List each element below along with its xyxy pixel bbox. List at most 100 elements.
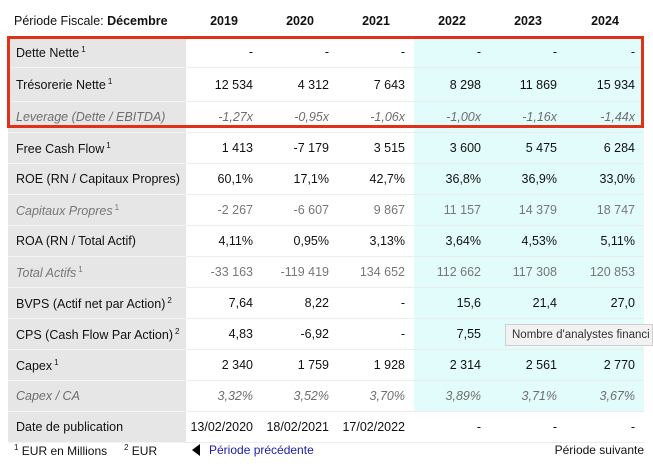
cell: -6 607 bbox=[262, 194, 338, 226]
cell: - bbox=[338, 36, 414, 68]
cell: 1 928 bbox=[338, 349, 414, 381]
row-label: ROA (RN / Total Actif) bbox=[8, 225, 186, 257]
period-header: Période Fiscale: Décembre bbox=[8, 6, 186, 37]
cell: - bbox=[414, 36, 490, 68]
row-capex-ca: Capex / CA 3,32% 3,52% 3,70% 3,89% 3,71%… bbox=[8, 380, 644, 412]
cell: -0,95x bbox=[262, 101, 338, 133]
cell: 12 534 bbox=[186, 67, 262, 102]
cell: 2 340 bbox=[186, 349, 262, 381]
cell: 2 314 bbox=[414, 349, 490, 381]
cell: 4 312 bbox=[262, 67, 338, 102]
footnote-2: 2 EUR bbox=[124, 443, 158, 458]
cell: 8,22 bbox=[262, 287, 338, 319]
year-header: 2023 bbox=[490, 6, 566, 37]
row-free-cash-flow: Free Cash Flow 1 1 413 -7 179 3 515 3 600… bbox=[8, 132, 644, 164]
row-label: CPS (Cash Flow Par Action) 2 bbox=[8, 318, 186, 350]
cell: 11 157 bbox=[414, 194, 490, 226]
left-arrow-icon bbox=[192, 444, 200, 456]
cell: 3,64% bbox=[414, 225, 490, 257]
cell: 3,67% bbox=[566, 380, 644, 412]
row-leverage: Leverage (Dette / EBITDA) -1,27x -0,95x … bbox=[8, 101, 644, 133]
cell: -1,16x bbox=[490, 101, 566, 133]
cell: 3 600 bbox=[414, 132, 490, 164]
cell: 4,11% bbox=[186, 225, 262, 257]
row-roa: ROA (RN / Total Actif) 4,11% 0,95% 3,13%… bbox=[8, 225, 644, 257]
row-total-actifs: Total Actifs 1 -33 163 -119 419 134 652 1… bbox=[8, 256, 644, 288]
year-header: 2024 bbox=[566, 6, 644, 37]
row-label: Capex / CA bbox=[8, 380, 186, 412]
header-row: Période Fiscale: Décembre 2019 2020 2021… bbox=[8, 6, 644, 37]
cell: 3,13% bbox=[338, 225, 414, 257]
cell: 11 869 bbox=[490, 67, 566, 102]
cell: 3,70% bbox=[338, 380, 414, 412]
cell: -7 179 bbox=[262, 132, 338, 164]
row-label: Capex 1 bbox=[8, 349, 186, 381]
year-header: 2022 bbox=[414, 6, 490, 37]
previous-period-link[interactable]: Période précédente bbox=[192, 443, 314, 457]
period-label: Période Fiscale: bbox=[14, 14, 104, 28]
cell: 1 413 bbox=[186, 132, 262, 164]
cell: 134 652 bbox=[338, 256, 414, 288]
cell: 27,0 bbox=[566, 287, 644, 319]
cell: 36,9% bbox=[490, 163, 566, 195]
cell: 7,64 bbox=[186, 287, 262, 319]
cell: 0,95% bbox=[262, 225, 338, 257]
cell: 6 284 bbox=[566, 132, 644, 164]
cell: 2 770 bbox=[566, 349, 644, 381]
row-label: Trésorerie Nette 1 bbox=[8, 67, 186, 102]
cell: 7,55 bbox=[414, 318, 490, 350]
cell: -1,00x bbox=[414, 101, 490, 133]
cell: 17/02/2022 bbox=[338, 411, 414, 443]
cell: -33 163 bbox=[186, 256, 262, 288]
year-header: 2020 bbox=[262, 6, 338, 37]
cell: 9 867 bbox=[338, 194, 414, 226]
next-period-link[interactable]: Période suivante bbox=[554, 443, 644, 457]
cell: - bbox=[566, 36, 644, 68]
cell: -1,44x bbox=[566, 101, 644, 133]
row-label: Capitaux Propres 1 bbox=[8, 194, 186, 226]
year-header: 2019 bbox=[186, 6, 262, 37]
row-label: Free Cash Flow 1 bbox=[8, 132, 186, 164]
row-dette-nette: Dette Nette 1 - - - - - - bbox=[8, 36, 644, 68]
row-label: Date de publication bbox=[8, 411, 186, 443]
row-roe: ROE (RN / Capitaux Propres) 60,1% 17,1% … bbox=[8, 163, 644, 195]
row-label: Dette Nette 1 bbox=[8, 36, 186, 68]
cell: -6,92 bbox=[262, 318, 338, 350]
cell: - bbox=[490, 411, 566, 443]
cell: 36,8% bbox=[414, 163, 490, 195]
cell: - bbox=[338, 287, 414, 319]
cell: 3,71% bbox=[490, 380, 566, 412]
cell: 21,4 bbox=[490, 287, 566, 319]
cell: - bbox=[338, 318, 414, 350]
cell: -1,27x bbox=[186, 101, 262, 133]
cell: 42,7% bbox=[338, 163, 414, 195]
row-label: Total Actifs 1 bbox=[8, 256, 186, 288]
cell: 8 298 bbox=[414, 67, 490, 102]
cell: 3,32% bbox=[186, 380, 262, 412]
cell: 1 759 bbox=[262, 349, 338, 381]
cell: 4,83 bbox=[186, 318, 262, 350]
cell: - bbox=[490, 36, 566, 68]
cell: 4,53% bbox=[490, 225, 566, 257]
cell: 7 643 bbox=[338, 67, 414, 102]
cell: 18/02/2021 bbox=[262, 411, 338, 443]
cell: -2 267 bbox=[186, 194, 262, 226]
year-header: 2021 bbox=[338, 6, 414, 37]
cell: - bbox=[262, 36, 338, 68]
row-capitaux-propres: Capitaux Propres 1 -2 267 -6 607 9 867 11… bbox=[8, 194, 644, 226]
cell: 15,6 bbox=[414, 287, 490, 319]
row-capex: Capex 1 2 340 1 759 1 928 2 314 2 561 2 7… bbox=[8, 349, 644, 381]
financial-table: Période Fiscale: Décembre 2019 2020 2021… bbox=[8, 6, 644, 443]
cell: 5 475 bbox=[490, 132, 566, 164]
period-value: Décembre bbox=[107, 14, 168, 28]
analyst-count-tooltip: Nombre d'analystes financi bbox=[505, 324, 653, 346]
cell: 17,1% bbox=[262, 163, 338, 195]
cell: 14 379 bbox=[490, 194, 566, 226]
cell: -1,06x bbox=[338, 101, 414, 133]
cell: 2 561 bbox=[490, 349, 566, 381]
cell: 5,11% bbox=[566, 225, 644, 257]
cell: 13/02/2020 bbox=[186, 411, 262, 443]
cell: 120 853 bbox=[566, 256, 644, 288]
cell: - bbox=[186, 36, 262, 68]
footnote-1: 1 EUR en Millions bbox=[14, 443, 108, 458]
